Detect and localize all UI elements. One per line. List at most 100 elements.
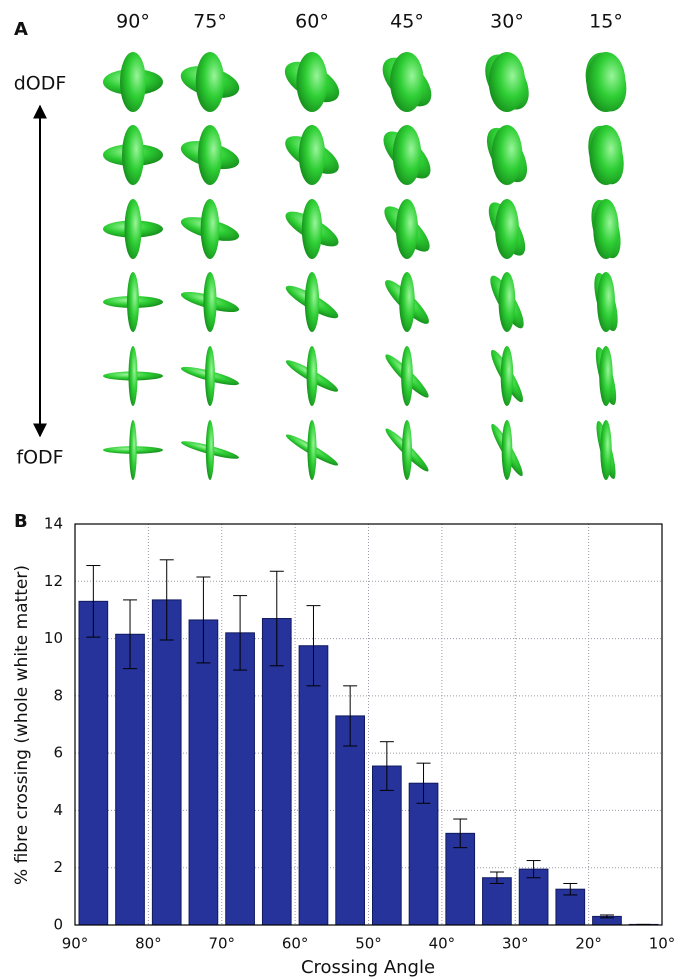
glyph-lobe bbox=[197, 125, 223, 185]
x-tick-label: 40° bbox=[429, 935, 456, 953]
glyph-lobe bbox=[301, 199, 323, 259]
glyph-lobe bbox=[488, 52, 526, 112]
glyph-lobe bbox=[402, 420, 412, 480]
bar bbox=[482, 877, 512, 926]
panel-label: A bbox=[14, 19, 28, 40]
glyph bbox=[591, 199, 621, 259]
plot bbox=[74, 523, 663, 926]
glyph bbox=[103, 125, 163, 185]
error-bar bbox=[563, 882, 578, 896]
error-bar bbox=[416, 762, 431, 804]
error-bar bbox=[343, 685, 358, 747]
glyph-lobe bbox=[120, 52, 146, 112]
error-bar bbox=[526, 860, 541, 879]
glyph-lobe bbox=[122, 125, 144, 185]
glyph bbox=[585, 52, 627, 112]
glyph-lobe bbox=[501, 420, 513, 480]
glyph bbox=[486, 125, 528, 185]
bar bbox=[518, 868, 549, 926]
glyph bbox=[103, 346, 163, 406]
bar bbox=[115, 633, 145, 926]
glyph-lobe bbox=[296, 52, 328, 112]
y-tick-label: 10 bbox=[44, 629, 63, 647]
column-label: 60° bbox=[295, 11, 329, 33]
error-bar bbox=[196, 576, 211, 664]
x-axis-title: Crossing Angle bbox=[301, 957, 435, 978]
glyph-lobe bbox=[498, 272, 516, 332]
glyph-lobe bbox=[395, 199, 419, 259]
glyph bbox=[485, 52, 529, 112]
error-bar bbox=[489, 871, 504, 884]
glyph-lobe bbox=[600, 420, 612, 480]
glyph bbox=[588, 125, 624, 185]
glyph bbox=[596, 420, 616, 480]
error-bar bbox=[123, 599, 138, 670]
column-label: 90° bbox=[116, 11, 150, 33]
glyph-lobe bbox=[306, 346, 318, 406]
glyph-lobe bbox=[128, 346, 138, 406]
bar bbox=[78, 600, 109, 926]
error-bar bbox=[453, 818, 468, 849]
glyph-lobe bbox=[597, 272, 615, 332]
glyph bbox=[285, 199, 339, 259]
glyph bbox=[285, 125, 339, 185]
glyph-lobe bbox=[307, 420, 317, 480]
glyph bbox=[180, 199, 240, 259]
glyph-lobe bbox=[205, 420, 215, 480]
column-label: 75° bbox=[193, 11, 227, 33]
glyph bbox=[491, 346, 523, 406]
glyph-lobe bbox=[304, 272, 320, 332]
row-label: dODF bbox=[14, 73, 67, 95]
glyph bbox=[103, 420, 163, 480]
glyph bbox=[385, 420, 429, 480]
glyph-lobe bbox=[399, 272, 415, 332]
y-tick-label: 2 bbox=[53, 858, 63, 876]
glyph bbox=[285, 346, 339, 406]
x-tick-label: 50° bbox=[355, 935, 382, 953]
column-label: 15° bbox=[589, 11, 623, 33]
bar bbox=[372, 765, 402, 926]
glyph-lobe bbox=[127, 272, 139, 332]
x-tick-label: 20° bbox=[575, 935, 602, 953]
x-tick-label: 10° bbox=[649, 935, 674, 953]
glyph-lobe bbox=[203, 272, 217, 332]
bar bbox=[335, 715, 365, 926]
error-bar bbox=[269, 570, 284, 667]
panel-label: B bbox=[14, 511, 28, 532]
glyph bbox=[181, 420, 239, 480]
glyph bbox=[384, 199, 430, 259]
glyph-lobe bbox=[392, 125, 422, 185]
glyph-lobe bbox=[124, 199, 142, 259]
glyph bbox=[180, 52, 240, 112]
glyph bbox=[180, 125, 240, 185]
x-tick-label: 80° bbox=[135, 935, 162, 953]
glyph bbox=[382, 52, 432, 112]
glyph bbox=[594, 272, 618, 332]
error-bar bbox=[379, 741, 394, 791]
y-tick-label: 12 bbox=[44, 572, 63, 590]
bar bbox=[298, 645, 329, 926]
glyph-lobe bbox=[589, 125, 623, 185]
y-tick-label: 14 bbox=[44, 515, 63, 533]
glyph-lobe bbox=[390, 52, 424, 112]
glyph-lobe bbox=[298, 125, 326, 185]
x-tick-label: 30° bbox=[502, 935, 529, 953]
error-bar bbox=[306, 605, 321, 687]
x-tick-label: 60° bbox=[282, 935, 309, 953]
bar bbox=[188, 619, 219, 926]
y-tick-label: 6 bbox=[53, 744, 63, 762]
glyph-lobe bbox=[200, 199, 220, 259]
bar bbox=[225, 632, 255, 926]
error-bar bbox=[233, 595, 248, 671]
glyph bbox=[284, 52, 340, 112]
glyph-lobe bbox=[593, 199, 619, 259]
glyph-lobe bbox=[500, 346, 514, 406]
glyph bbox=[385, 272, 429, 332]
glyph bbox=[103, 52, 163, 112]
glyph-lobe bbox=[401, 346, 413, 406]
glyph bbox=[383, 125, 431, 185]
glyph bbox=[180, 346, 240, 406]
glyph-lobe bbox=[599, 346, 613, 406]
